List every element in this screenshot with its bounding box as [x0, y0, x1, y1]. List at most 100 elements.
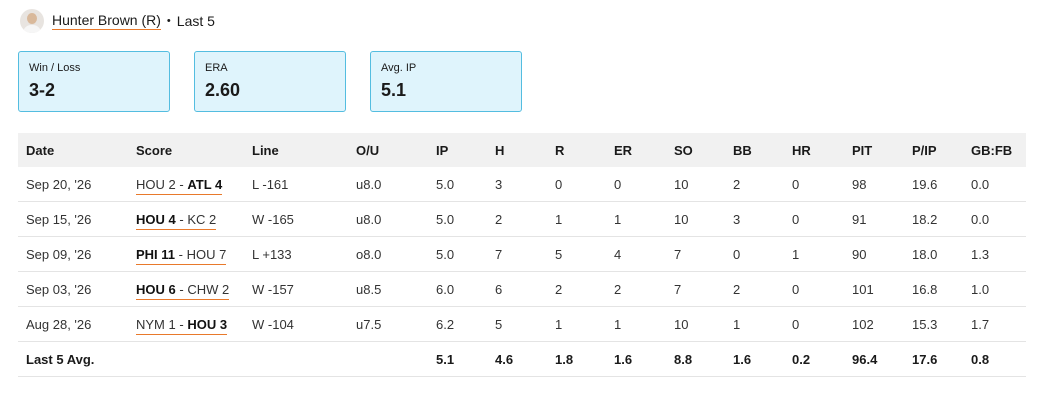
column-header: H: [487, 133, 547, 167]
score-cell: NYM 1 - HOU 3: [128, 306, 244, 342]
team-score: HOU 6: [136, 281, 176, 297]
team-score: HOU 7: [186, 246, 227, 262]
cell: 18.0: [904, 236, 963, 272]
average-value: 1.6: [725, 341, 784, 377]
cell: 10: [666, 306, 725, 342]
column-header: O/U: [348, 133, 428, 167]
avatar: [20, 9, 44, 33]
column-header: R: [547, 133, 606, 167]
cell: 0: [784, 306, 844, 342]
cell: 2: [487, 201, 547, 237]
score-separator: -: [179, 316, 184, 332]
average-value: 4.6: [487, 341, 547, 377]
average-value: 0.2: [784, 341, 844, 377]
cell: 2: [725, 271, 784, 307]
player-header: Hunter Brown (R) • Last 5: [20, 8, 215, 34]
cell: o8.0: [348, 236, 428, 272]
cell: 15.3: [904, 306, 963, 342]
score-cell: HOU 4 - KC 2: [128, 201, 244, 237]
card-value: 2.60: [205, 80, 241, 100]
average-value: 96.4: [844, 341, 904, 377]
team-score: HOU 3: [187, 316, 228, 332]
cell: Sep 15, '26: [18, 201, 128, 237]
column-header: Date: [18, 133, 128, 167]
score-separator: -: [178, 246, 183, 262]
cell: 6.0: [428, 271, 487, 307]
header-row: Date Score Line O/U IP H R ER SO BB HR PIT P/IP GB:FB: [18, 133, 1026, 167]
cell: 10: [666, 167, 725, 202]
cell: 0: [784, 271, 844, 307]
cell: 16.8: [904, 271, 963, 307]
cell: 6.2: [428, 306, 487, 342]
player-name[interactable]: Hunter Brown (R): [52, 12, 161, 30]
column-header: Line: [244, 133, 348, 167]
team-score: HOU 2: [136, 176, 176, 192]
card-label: Win / Loss: [29, 62, 81, 74]
column-header: PIT: [844, 133, 904, 167]
cell: 102: [844, 306, 904, 342]
score-separator: -: [179, 211, 184, 227]
team-score: ATL 4: [187, 176, 223, 192]
cell: 7: [666, 236, 725, 272]
cell: u8.5: [348, 271, 428, 307]
average-value: 5.1: [428, 341, 487, 377]
cell: 19.6: [904, 167, 963, 202]
cell: 5.0: [428, 201, 487, 237]
team-score: CHW 2: [187, 281, 230, 297]
cell: 2: [725, 167, 784, 202]
average-label: Last 5 Avg.: [18, 341, 428, 377]
stat-card: ERA 2.60: [194, 51, 346, 112]
average-value: 0.8: [963, 341, 1026, 377]
column-header: SO: [666, 133, 725, 167]
cell: u8.0: [348, 201, 428, 237]
column-header: BB: [725, 133, 784, 167]
cell: 98: [844, 167, 904, 202]
score-cell: HOU 2 - ATL 4: [128, 167, 244, 202]
cell: 1: [547, 201, 606, 237]
cell: 1: [725, 306, 784, 342]
card-value: 3-2: [29, 80, 56, 100]
cell: 1.7: [963, 306, 1026, 342]
score-link[interactable]: HOU 4 - KC 2: [136, 211, 217, 230]
cell: L +133: [244, 236, 348, 272]
separator: •: [166, 15, 171, 27]
cell: 7: [666, 271, 725, 307]
cell: Sep 03, '26: [18, 271, 128, 307]
cell: W -157: [244, 271, 348, 307]
cell: 0.0: [963, 167, 1026, 202]
average-value: 1.8: [547, 341, 606, 377]
card-label: ERA: [205, 62, 228, 74]
column-header: P/IP: [904, 133, 963, 167]
stat-cards: Win / Loss 3-2 ERA 2.60 Avg. IP 5.1: [18, 51, 546, 112]
cell: 1: [547, 306, 606, 342]
team-score: KC 2: [187, 211, 217, 227]
score-separator: -: [179, 176, 184, 192]
cell: 10: [666, 201, 725, 237]
period: Last 5: [176, 13, 215, 29]
score-link[interactable]: PHI 11 - HOU 7: [136, 246, 227, 265]
cell: 1.3: [963, 236, 1026, 272]
cell: Aug 28, '26: [18, 306, 128, 342]
average-value: 1.6: [606, 341, 666, 377]
cell: u7.5: [348, 306, 428, 342]
cell: 1.0: [963, 271, 1026, 307]
cell: 0: [784, 167, 844, 202]
cell: W -104: [244, 306, 348, 342]
score-link[interactable]: NYM 1 - HOU 3: [136, 316, 228, 335]
score-link[interactable]: HOU 6 - CHW 2: [136, 281, 230, 300]
score-separator: -: [179, 281, 184, 297]
cell: 5: [487, 306, 547, 342]
cell: 101: [844, 271, 904, 307]
cell: Sep 09, '26: [18, 236, 128, 272]
score-link[interactable]: HOU 2 - ATL 4: [136, 176, 223, 195]
cell: 1: [606, 201, 666, 237]
stat-card: Avg. IP 5.1: [370, 51, 522, 112]
column-header: GB:FB: [963, 133, 1026, 167]
team-score: NYM 1: [136, 316, 176, 332]
